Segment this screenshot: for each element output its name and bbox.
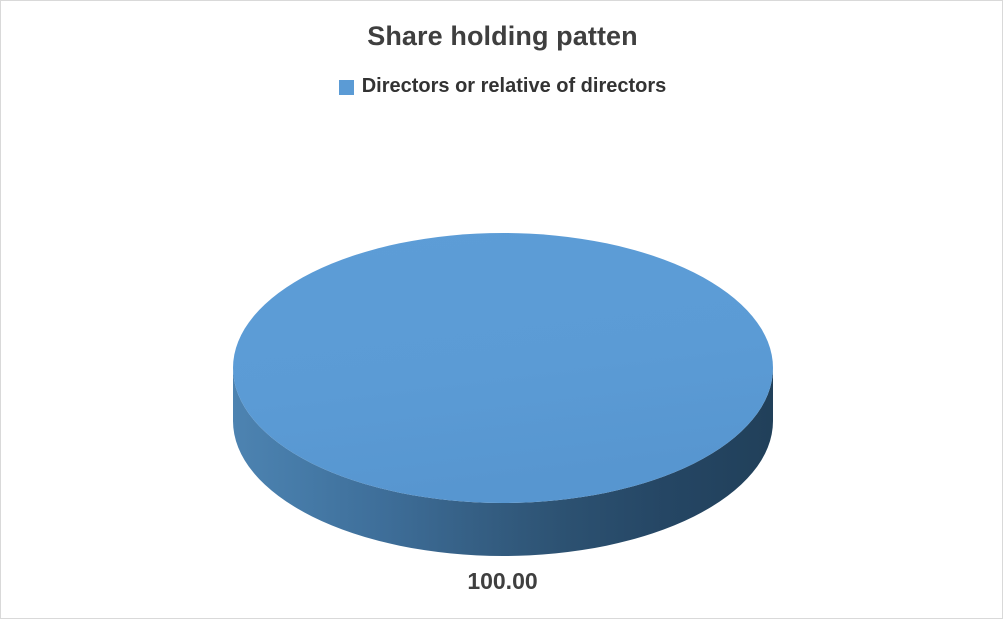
pie-slice-top-directors-or-relative-of-directors[interactable] — [233, 233, 773, 503]
chart-legend: Directors or relative of directors — [1, 73, 1002, 99]
pie-slice-side-directors-or-relative-of-directors — [233, 368, 773, 556]
legend-item-directors-or-relative-of-directors[interactable]: Directors or relative of directors — [338, 73, 667, 99]
pie-3d-graphic[interactable] — [233, 233, 773, 556]
legend-item-label: Directors or relative of directors — [361, 75, 667, 97]
chart-title: Share holding patten — [367, 21, 638, 51]
legend-square-marker-icon — [338, 79, 354, 95]
